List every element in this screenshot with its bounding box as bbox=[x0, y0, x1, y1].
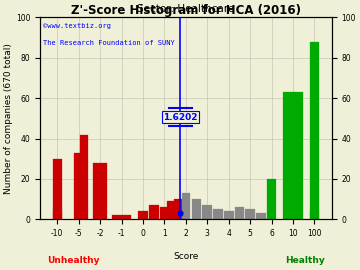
Bar bbox=[310, 42, 319, 220]
Bar bbox=[267, 179, 276, 220]
Text: Healthy: Healthy bbox=[285, 256, 325, 265]
Bar bbox=[167, 201, 176, 220]
Bar bbox=[202, 205, 212, 220]
Text: Unhealthy: Unhealthy bbox=[47, 256, 100, 265]
Bar bbox=[53, 209, 62, 220]
Bar bbox=[80, 134, 89, 220]
Bar bbox=[192, 199, 202, 220]
Bar bbox=[283, 92, 303, 220]
Bar bbox=[181, 193, 190, 220]
Bar bbox=[160, 207, 169, 220]
Text: 1.6202: 1.6202 bbox=[163, 113, 198, 122]
X-axis label: Score: Score bbox=[173, 252, 199, 261]
Bar bbox=[112, 215, 131, 220]
Text: ©www.textbiz.org: ©www.textbiz.org bbox=[43, 23, 111, 29]
Text: Sector: Healthcare: Sector: Healthcare bbox=[137, 4, 234, 14]
Bar bbox=[256, 213, 266, 220]
Bar bbox=[93, 163, 107, 220]
Bar bbox=[213, 209, 223, 220]
Bar bbox=[53, 159, 62, 220]
Bar bbox=[224, 211, 234, 220]
Bar bbox=[149, 205, 158, 220]
Bar bbox=[235, 207, 244, 220]
Y-axis label: Number of companies (670 total): Number of companies (670 total) bbox=[4, 43, 13, 194]
Bar bbox=[138, 211, 148, 220]
Bar bbox=[175, 199, 183, 220]
Text: The Research Foundation of SUNY: The Research Foundation of SUNY bbox=[43, 39, 175, 46]
Title: Z'-Score Histogram for HCA (2016): Z'-Score Histogram for HCA (2016) bbox=[71, 4, 301, 17]
Bar bbox=[75, 153, 83, 220]
Bar bbox=[310, 211, 319, 220]
Bar bbox=[246, 209, 255, 220]
